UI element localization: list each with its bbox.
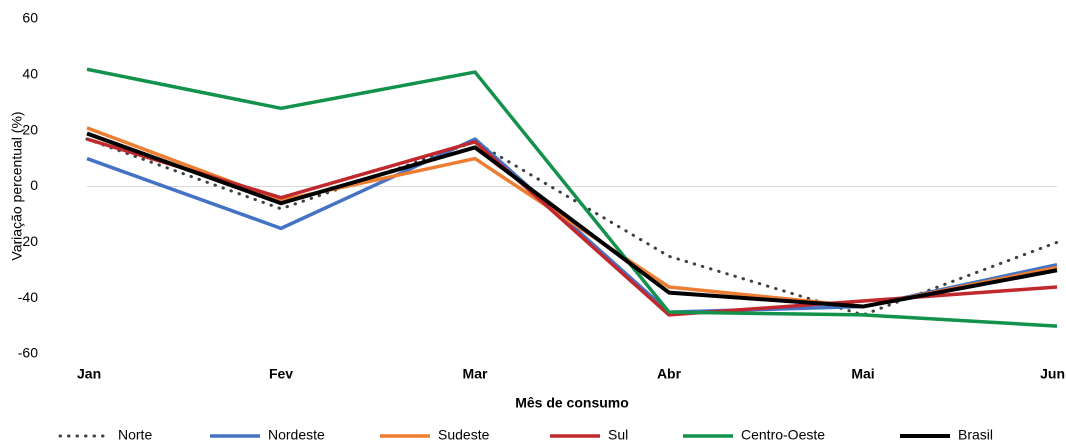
y-tick-label: -60 [18, 345, 38, 361]
x-tick-label: Fev [269, 366, 293, 382]
series-line [86, 126, 1058, 309]
legend-label: Centro-Oeste [741, 427, 825, 443]
y-axis-label: Variação percentual (%) [9, 111, 25, 260]
series-line [85, 137, 1059, 317]
legend-label: Nordeste [268, 427, 325, 443]
x-tick-label: Mai [851, 366, 874, 382]
legend-label: Brasil [958, 427, 993, 443]
series-line [86, 67, 1058, 328]
series-line [86, 137, 1058, 314]
legend-label: Norte [118, 427, 152, 443]
legend-label: Sudeste [438, 427, 490, 443]
x-tick-label: Mar [463, 366, 488, 382]
series-line [86, 137, 1058, 317]
legend-label: Sul [608, 427, 628, 443]
x-axis-label: Mês de consumo [515, 395, 629, 411]
series-line [86, 131, 1058, 309]
y-tick-label: -40 [18, 289, 38, 305]
y-tick-label: 40 [22, 66, 38, 82]
x-tick-label: Abr [657, 366, 682, 382]
x-tick-label: Jan [77, 366, 101, 382]
y-tick-label: 0 [30, 177, 38, 193]
x-tick-label: Jun [1040, 366, 1065, 382]
y-tick-label: 20 [22, 121, 38, 137]
y-tick-label: -20 [18, 233, 38, 249]
y-tick-label: 60 [22, 10, 38, 26]
